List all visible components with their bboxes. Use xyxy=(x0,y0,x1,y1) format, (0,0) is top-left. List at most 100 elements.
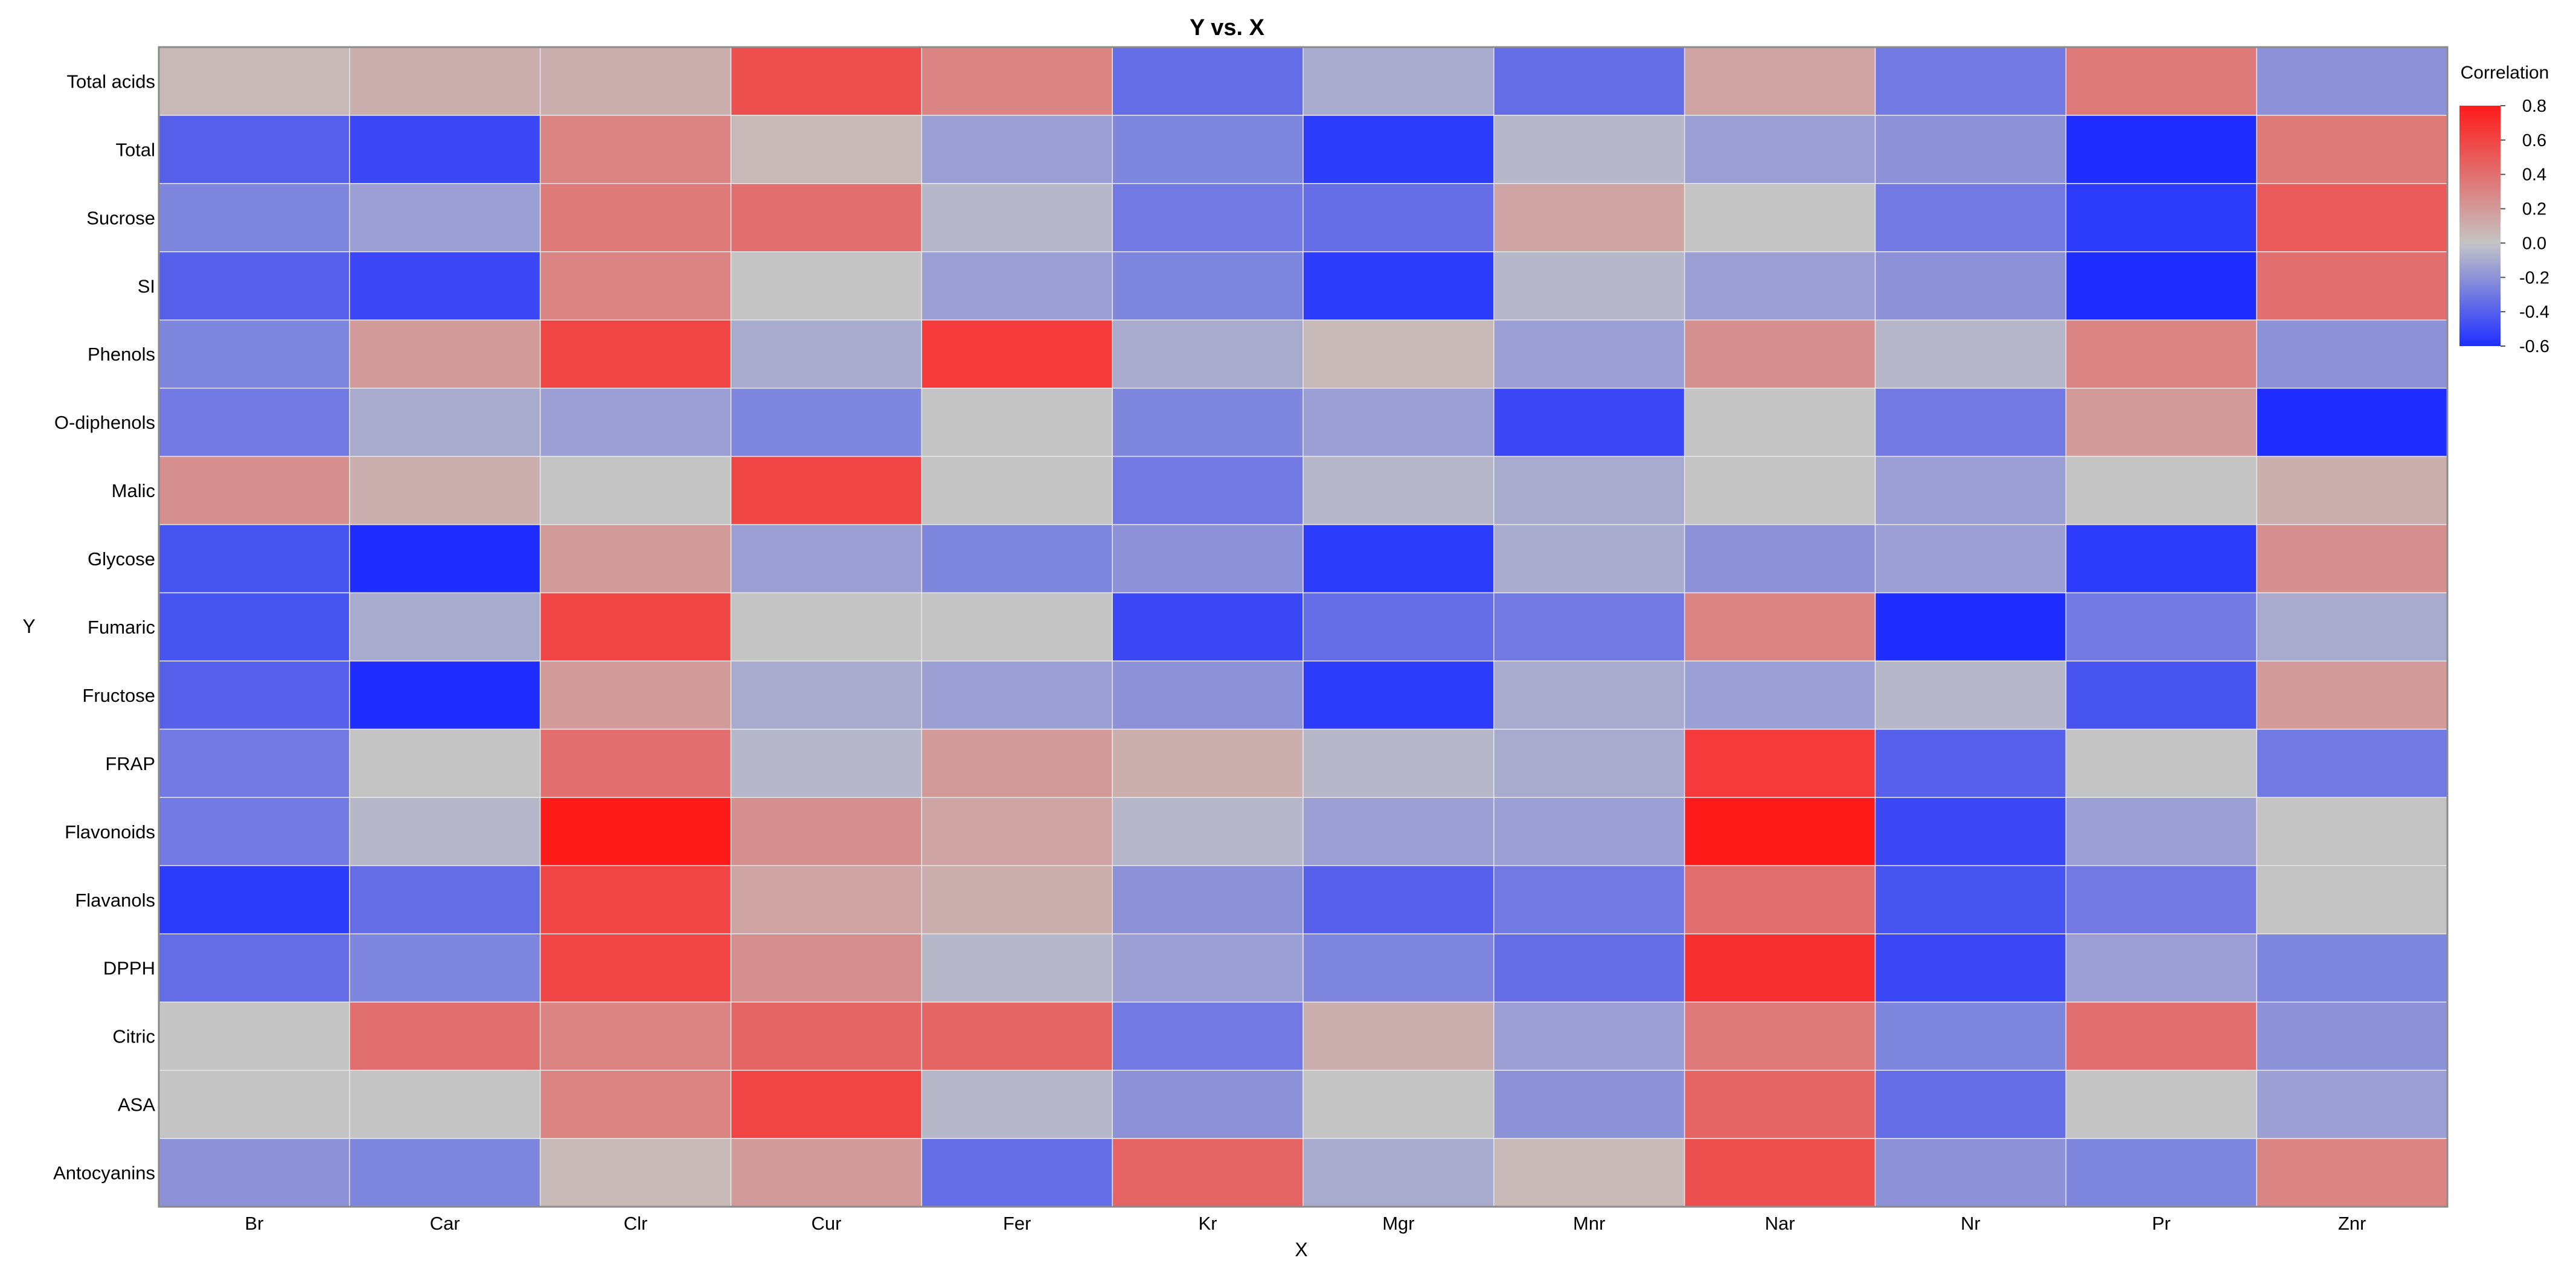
heatmap-cell xyxy=(158,455,350,525)
heatmap-cell xyxy=(1112,320,1304,389)
heatmap-cell xyxy=(1874,1138,2067,1207)
heatmap-cell xyxy=(1493,387,1685,457)
heatmap-cell xyxy=(539,115,732,184)
heatmap-cell xyxy=(349,251,541,321)
heatmap-cell xyxy=(1684,1138,1876,1207)
heatmap-cell xyxy=(730,1138,923,1207)
heatmap-cell xyxy=(730,728,923,798)
heatmap-cell xyxy=(1684,47,1876,116)
heatmap-cell xyxy=(2256,115,2448,184)
heatmap-cell xyxy=(921,115,1113,184)
heatmap-cell xyxy=(539,320,732,389)
heatmap-cell xyxy=(1874,524,2067,594)
y-tick-label: FRAP xyxy=(105,753,155,774)
colorbar-tick-label: 0.4 xyxy=(2522,165,2546,185)
y-tick-label: Phenols xyxy=(88,344,155,365)
heatmap-cell xyxy=(2065,660,2257,730)
heatmap-cell xyxy=(921,183,1113,252)
heatmap-cell xyxy=(1493,660,1685,730)
heatmap-cell xyxy=(1302,115,1495,184)
heatmap-cell xyxy=(158,592,350,662)
heatmap-cell xyxy=(2065,1001,2257,1071)
heatmap-cell xyxy=(2065,797,2257,867)
heatmap-cell xyxy=(539,592,732,662)
heatmap-cell xyxy=(2065,47,2257,116)
heatmap-cell xyxy=(730,387,923,457)
heatmap-cell xyxy=(1493,865,1685,934)
heatmap-cell xyxy=(349,660,541,730)
x-tick-label: Mgr xyxy=(1382,1213,1414,1234)
heatmap-cell xyxy=(1112,797,1304,867)
heatmap-cell xyxy=(921,1001,1113,1071)
x-tick-label: Mnr xyxy=(1573,1213,1605,1234)
heatmap-cell xyxy=(1493,1001,1685,1071)
colorbar-ticks: 0.8 0.6 0.4 0.2 0.0 -0.2 -0.4 -0.6 xyxy=(2501,97,2549,356)
heatmap-cell xyxy=(349,47,541,116)
heatmap-cell xyxy=(730,115,923,184)
heatmap-cell xyxy=(2065,933,2257,1003)
heatmap-cell xyxy=(1874,387,2067,457)
heatmap-cell xyxy=(2256,251,2448,321)
heatmap-cell xyxy=(1112,660,1304,730)
heatmap-cell xyxy=(539,1001,732,1071)
heatmap-cell xyxy=(921,47,1113,116)
heatmap-cell xyxy=(1493,47,1685,116)
heatmap-cell xyxy=(349,524,541,594)
heatmap-cell xyxy=(1112,387,1304,457)
heatmap-cell xyxy=(2256,660,2448,730)
heatmap-cell xyxy=(1112,933,1304,1003)
heatmap-cell xyxy=(2065,387,2257,457)
heatmap-cell xyxy=(1302,1070,1495,1139)
heatmap-cell xyxy=(1302,592,1495,662)
heatmap-cell xyxy=(2065,455,2257,525)
heatmap-cell xyxy=(1684,115,1876,184)
heatmap-cell xyxy=(2065,183,2257,252)
heatmap-cell xyxy=(1684,797,1876,867)
x-axis-tick-labels: Br Car Clr Cur Fer Kr Mgr Mnr Nar Nr Pr Znr xyxy=(245,1213,2366,1234)
colorbar-tick-label: 0.6 xyxy=(2522,131,2546,150)
heatmap-cell xyxy=(1684,1070,1876,1139)
heatmap-cell xyxy=(1684,592,1876,662)
heatmap-cell xyxy=(1493,592,1685,662)
heatmap-cell xyxy=(1493,115,1685,184)
heatmap-cell xyxy=(1874,933,2067,1003)
heatmap-cell xyxy=(1302,1001,1495,1071)
heatmap-cell xyxy=(1684,320,1876,389)
heatmap-cell xyxy=(539,1070,732,1139)
heatmap-cell xyxy=(158,797,350,867)
heatmap-cell xyxy=(921,1138,1113,1207)
heatmap-cell xyxy=(1684,865,1876,934)
x-tick-label: Pr xyxy=(2152,1213,2171,1234)
heatmap-cell xyxy=(1302,320,1495,389)
heatmap-cell xyxy=(158,728,350,798)
heatmap-cell xyxy=(921,1070,1113,1139)
heatmap-cell xyxy=(158,1070,350,1139)
plot-frame xyxy=(158,46,2449,1208)
heatmap-cell xyxy=(921,592,1113,662)
heatmap-cell xyxy=(349,455,541,525)
heatmap-cell xyxy=(730,797,923,867)
heatmap-cell xyxy=(2065,1138,2257,1207)
heatmap-cell xyxy=(349,115,541,184)
heatmap-cell xyxy=(2065,865,2257,934)
heatmap-cell xyxy=(1302,865,1495,934)
heatmap-cell xyxy=(921,524,1113,594)
heatmap-cell xyxy=(921,865,1113,934)
heatmap-cell xyxy=(1874,47,2067,116)
chart-title: Y vs. X xyxy=(1190,15,1265,40)
colorbar-tick-label: 0.8 xyxy=(2522,97,2546,116)
colorbar-tick-label: 0.2 xyxy=(2522,200,2546,219)
heatmap-cell xyxy=(1684,183,1876,252)
heatmap-cell xyxy=(158,1138,350,1207)
y-tick-label: Total acids xyxy=(67,71,155,92)
y-tick-label: Antocyanins xyxy=(53,1163,155,1184)
colorbar-title: Correlation xyxy=(2461,63,2549,83)
heatmap-cell xyxy=(2065,728,2257,798)
heatmap-cell xyxy=(1684,933,1876,1003)
heatmap-cell xyxy=(158,47,350,116)
heatmap-cell xyxy=(921,933,1113,1003)
heatmap-cell xyxy=(2256,455,2448,525)
heatmap-cell xyxy=(1302,660,1495,730)
heatmap-cell xyxy=(2256,320,2448,389)
heatmap-cell xyxy=(1493,797,1685,867)
